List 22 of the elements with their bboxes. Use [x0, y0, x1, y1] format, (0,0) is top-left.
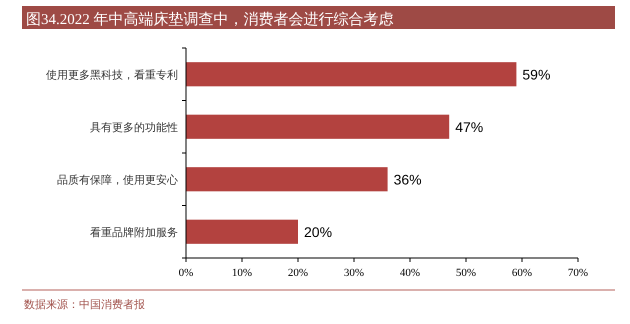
chart-title: 图34.2022 年中高端床垫调查中，消费者会进行综合考虑 [26, 11, 394, 28]
x-tick-label: 10% [232, 267, 252, 279]
x-tick-label: 70% [568, 267, 588, 279]
y-tick-label: 品质有保障，使用更安心 [57, 173, 178, 186]
bar [186, 114, 450, 139]
y-tick-label: 具有更多的功能性 [90, 120, 178, 134]
x-tick-label: 50% [456, 267, 476, 279]
x-tick-label: 60% [512, 267, 532, 279]
source-note: 数据来源：中国消费者报 [24, 298, 145, 311]
data-label: 47% [455, 118, 484, 135]
bar [186, 62, 516, 86]
y-tick-label: 使用更多黑科技，看重专利 [46, 68, 178, 82]
y-tick-label: 看重品牌附加服务 [90, 226, 178, 239]
x-tick-label: 0% [178, 267, 194, 279]
x-tick-label: 40% [400, 267, 420, 279]
bar [186, 220, 298, 244]
x-tick-label: 20% [288, 267, 308, 279]
bar [186, 167, 388, 192]
data-label: 59% [522, 66, 550, 82]
data-label: 20% [304, 224, 332, 240]
data-label: 36% [394, 171, 422, 188]
x-tick-label: 30% [344, 267, 364, 279]
